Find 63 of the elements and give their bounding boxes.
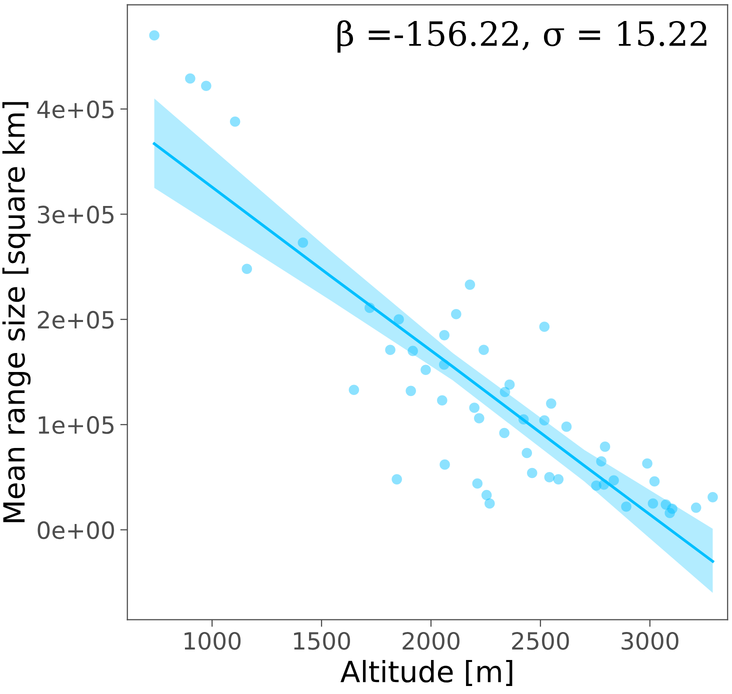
annotation: β =-156.22, σ = 15.22 [338, 20, 706, 53]
point [472, 478, 483, 489]
point [437, 395, 448, 406]
point [451, 308, 462, 320]
point [522, 448, 532, 458]
y-axis-title: Mean range size [square km] [2, 102, 31, 522]
point [591, 480, 602, 491]
point [649, 476, 660, 487]
point [664, 508, 675, 518]
point [185, 73, 196, 84]
point [539, 415, 550, 426]
x-tick-label: 3000 [622, 632, 678, 650]
point [553, 474, 564, 484]
point [474, 413, 484, 424]
point [242, 264, 252, 274]
point [348, 384, 360, 396]
point [149, 30, 160, 41]
point [608, 475, 619, 486]
x-axis-title: Altitude [m] [340, 660, 512, 686]
point [600, 442, 610, 452]
point [648, 498, 658, 509]
point [394, 314, 404, 325]
x-tick-label: 2000 [402, 632, 460, 650]
point [708, 492, 718, 502]
y-tick-label: 1e+05 [38, 416, 114, 434]
point [500, 386, 510, 398]
point [539, 322, 550, 332]
point [478, 344, 489, 356]
y-tick-label: 4e+05 [37, 100, 114, 118]
point [230, 116, 240, 127]
point [440, 459, 450, 470]
point [499, 428, 510, 438]
point [408, 346, 418, 356]
point [298, 237, 308, 248]
point [481, 490, 492, 500]
point [561, 422, 572, 432]
point [464, 280, 476, 290]
point [621, 502, 632, 512]
point [201, 80, 212, 92]
point [385, 344, 396, 356]
point [438, 359, 450, 370]
point [546, 398, 556, 409]
x-tick-label: 1500 [294, 632, 350, 650]
y-tick-label: 2e+05 [38, 310, 114, 329]
point [420, 364, 431, 376]
y-tick-label: 0e+00 [38, 521, 114, 540]
point [642, 458, 652, 469]
point [392, 474, 402, 484]
point [469, 402, 480, 413]
point [544, 472, 555, 482]
point [364, 302, 375, 313]
point [596, 456, 606, 467]
point [526, 468, 538, 478]
line-series [152, 142, 714, 563]
y-tick-label: 3e+05 [38, 206, 114, 224]
point [504, 379, 515, 390]
x-tick-label: 1000 [184, 632, 241, 650]
point [518, 414, 529, 424]
x-tick-label: 2500 [512, 632, 569, 650]
point [406, 386, 416, 396]
point [690, 502, 702, 513]
point [439, 330, 450, 340]
point [484, 498, 495, 509]
